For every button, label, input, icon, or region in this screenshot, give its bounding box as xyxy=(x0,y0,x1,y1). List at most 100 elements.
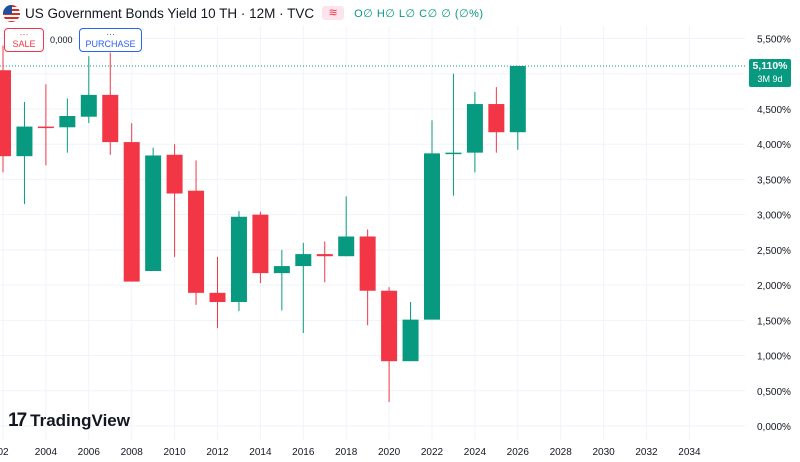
chart-header: US Government Bonds Yield 10 TH · 12M · … xyxy=(0,0,484,26)
x-tick-label: 2012 xyxy=(206,447,229,458)
candle-body xyxy=(252,214,269,274)
candle-2020[interactable] xyxy=(381,287,398,403)
ohlc-values: O∅ H∅ L∅ C∅ ∅ (∅%) xyxy=(354,7,484,20)
spread-value: 0,000 xyxy=(50,35,73,45)
y-tick-label: 0,500% xyxy=(757,387,791,398)
candle-2019[interactable] xyxy=(359,229,376,326)
logo-text: TradingView xyxy=(30,411,130,430)
y-tick-label: 3,000% xyxy=(757,211,791,222)
candle-body xyxy=(166,154,183,194)
candle-body xyxy=(37,126,54,129)
x-tick-label: 2028 xyxy=(550,447,573,458)
x-tick-label: 2014 xyxy=(249,447,272,458)
candle-body xyxy=(488,104,505,133)
candle-body xyxy=(359,236,376,291)
candle-2026[interactable] xyxy=(509,66,526,150)
candle-2012[interactable] xyxy=(209,256,226,329)
y-tick-label: 4,500% xyxy=(757,105,791,116)
candle-2004[interactable] xyxy=(37,84,54,166)
bar-countdown: 3M 9d xyxy=(757,74,783,84)
candle-body xyxy=(402,319,419,362)
candle-body xyxy=(0,70,11,157)
candle-2005[interactable] xyxy=(59,98,76,153)
candle-2010[interactable] xyxy=(166,144,183,257)
candle-2002[interactable] xyxy=(0,45,11,173)
purchase-price: ··· xyxy=(106,29,115,39)
y-tick-label: 1,500% xyxy=(757,316,791,327)
x-tick-label: 2030 xyxy=(592,447,615,458)
sale-label: SALE xyxy=(12,39,36,49)
price-axis[interactable]: 5,500%5,000%4,500%4,000%3,500%3,000%2,50… xyxy=(757,35,791,433)
candle-body xyxy=(16,126,33,157)
current-price-label: 5,110% xyxy=(752,60,788,72)
candle-2016[interactable] xyxy=(295,242,312,334)
candle-2006[interactable] xyxy=(80,56,97,124)
y-tick-label: 2,000% xyxy=(757,281,791,292)
x-tick-label: 2026 xyxy=(507,447,530,458)
x-tick-label: 2022 xyxy=(421,447,444,458)
x-tick-label: 2010 xyxy=(163,447,186,458)
tradingview-logo[interactable]: 17 TradingView xyxy=(8,410,130,432)
y-tick-label: 2,500% xyxy=(757,246,791,257)
x-tick-label: 02 xyxy=(0,447,9,458)
grid xyxy=(0,26,745,440)
x-tick-label: 2018 xyxy=(335,447,358,458)
purchase-button[interactable]: ··· PURCHASE xyxy=(79,28,142,52)
y-tick-label: 3,500% xyxy=(757,175,791,186)
x-tick-label: 2034 xyxy=(678,447,701,458)
y-tick-label: 0,000% xyxy=(757,422,791,433)
candle-body xyxy=(316,254,333,257)
candle-body xyxy=(80,94,97,117)
us-flag-icon xyxy=(3,4,20,22)
symbol-title[interactable]: US Government Bonds Yield 10 TH · 12M · … xyxy=(25,5,315,21)
candle-2007[interactable] xyxy=(102,52,119,155)
candle-2003[interactable] xyxy=(16,101,33,205)
x-tick-label: 2004 xyxy=(35,447,58,458)
candle-body xyxy=(295,254,312,267)
candle-body xyxy=(123,142,140,282)
candle-2015[interactable] xyxy=(273,249,290,311)
y-tick-label: 5,500% xyxy=(757,35,791,46)
candle-body xyxy=(466,104,483,153)
candle-body xyxy=(424,153,440,320)
time-axis[interactable]: 02 2004 2006 2008 2010 2012 2014 2016 2018 2020 20… xyxy=(0,447,701,458)
candle-body xyxy=(230,216,247,303)
candle-2014[interactable] xyxy=(252,211,269,283)
y-tick-label: 1,000% xyxy=(757,352,791,363)
candle-body xyxy=(145,155,162,272)
candle-2022[interactable] xyxy=(424,120,440,320)
candle-body xyxy=(102,94,119,143)
candle-2013[interactable] xyxy=(230,211,247,312)
x-tick-label: 2020 xyxy=(378,447,401,458)
candle-body xyxy=(381,290,398,362)
candle-2024[interactable] xyxy=(466,92,483,173)
candle-2023[interactable] xyxy=(445,73,462,196)
current-price-tag: 5,110% 3M 9d xyxy=(749,59,791,87)
sale-button[interactable]: ··· SALE xyxy=(4,28,44,52)
candle-2025[interactable] xyxy=(488,87,505,153)
candle-body xyxy=(338,236,355,257)
y-tick-label: 4,000% xyxy=(757,140,791,151)
x-tick-label: 2006 xyxy=(78,447,101,458)
x-tick-label: 2016 xyxy=(292,447,315,458)
candle-2009[interactable] xyxy=(145,147,162,272)
candle-2018[interactable] xyxy=(338,196,355,257)
candle-2008[interactable] xyxy=(123,123,140,282)
candle-body xyxy=(509,66,526,133)
candle-2011[interactable] xyxy=(188,160,205,305)
eye-toggle-icon[interactable]: ≋ xyxy=(322,6,345,20)
candle-2017[interactable] xyxy=(316,241,333,283)
purchase-label: PURCHASE xyxy=(85,39,136,49)
candle-body xyxy=(59,116,76,128)
x-tick-label: 2024 xyxy=(464,447,487,458)
candle-body xyxy=(273,266,290,274)
candle-body xyxy=(188,190,205,293)
candle-body xyxy=(445,152,462,155)
sale-price: ··· xyxy=(19,29,29,39)
x-tick-label: 2008 xyxy=(121,447,144,458)
candles[interactable] xyxy=(0,45,526,403)
x-tick-label: 2032 xyxy=(635,447,658,458)
candle-body xyxy=(209,292,226,303)
candle-2021[interactable] xyxy=(402,302,419,362)
